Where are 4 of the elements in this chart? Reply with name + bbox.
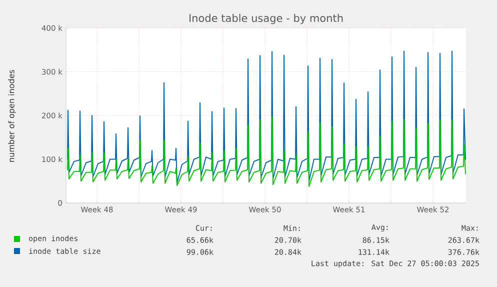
- chart-title: Inode table usage - by month: [190, 14, 343, 24]
- line-series: [67, 116, 466, 187]
- y-axis-title: number of open inodes: [8, 70, 16, 162]
- line-series: [67, 50, 466, 184]
